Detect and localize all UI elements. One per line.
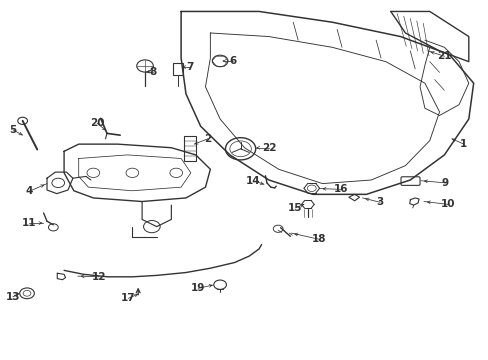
Text: 15: 15 [287, 203, 302, 213]
Text: 18: 18 [311, 234, 325, 244]
Text: 1: 1 [459, 139, 467, 149]
Text: 7: 7 [186, 62, 193, 72]
Text: 9: 9 [441, 178, 448, 188]
Text: 14: 14 [245, 176, 260, 186]
Bar [172, 63, 182, 75]
Text: 6: 6 [229, 56, 236, 66]
Text: 10: 10 [440, 199, 455, 210]
Bar [183, 136, 195, 161]
Text: 12: 12 [92, 272, 106, 282]
Text: 3: 3 [376, 197, 383, 207]
Text: 8: 8 [149, 67, 156, 77]
Text: 21: 21 [436, 51, 451, 61]
Text: 11: 11 [21, 218, 36, 228]
Text: 17: 17 [121, 293, 136, 303]
Text: 4: 4 [25, 186, 33, 197]
Text: 13: 13 [6, 292, 20, 302]
Text: 19: 19 [191, 283, 205, 293]
Text: 5: 5 [9, 125, 17, 135]
Text: 2: 2 [204, 134, 211, 144]
Text: 20: 20 [90, 118, 104, 128]
Text: 16: 16 [333, 184, 347, 194]
Text: 22: 22 [261, 143, 276, 153]
